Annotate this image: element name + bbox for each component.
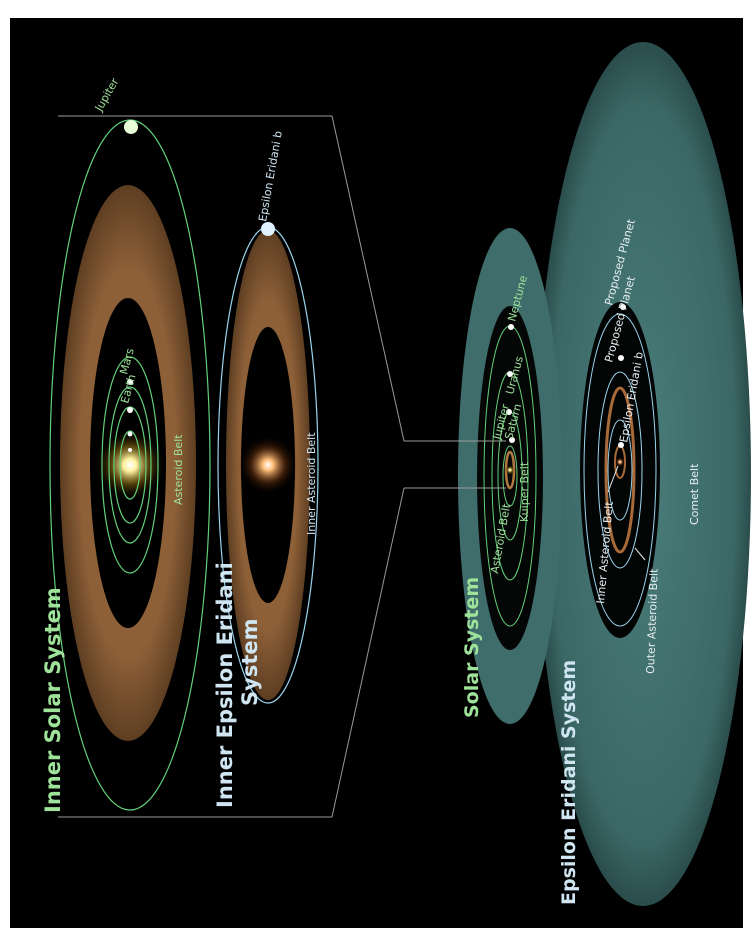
inner-asteroid-belt-label: Asteroid Belt bbox=[172, 434, 185, 505]
inner-solar-title: Inner Solar System bbox=[41, 587, 65, 813]
inner-venus-dot bbox=[127, 431, 133, 437]
inner-sun-glow bbox=[94, 429, 166, 501]
comet-belt-label: Comet Belt bbox=[688, 463, 701, 525]
inner-solar-orbits bbox=[49, 119, 211, 811]
proposed-planet-1-dot bbox=[618, 355, 624, 361]
outer-outer-asteroid-belt-label: Outer Asteroid Belt bbox=[644, 568, 661, 674]
outer-eridani-b-dot bbox=[618, 442, 624, 448]
inner-mars-dot bbox=[127, 379, 133, 385]
solar-kuiper-gap bbox=[477, 306, 543, 650]
inner-eridani-title-2: System bbox=[238, 619, 262, 706]
inner-eridani-title-1: Inner Epsilon Eridani bbox=[213, 562, 237, 808]
outer-jupiter-dot bbox=[509, 437, 515, 443]
eridani-outer-orbits bbox=[583, 313, 657, 627]
outer-eridani-title: Epsilon Eridani System bbox=[558, 660, 580, 905]
inner-eridani-b-dot bbox=[261, 222, 275, 236]
outer-neptune-dot bbox=[508, 324, 514, 330]
outer-saturn-dot bbox=[506, 409, 512, 415]
inner-eridani-star-glow bbox=[238, 435, 298, 495]
solar-outer-sun bbox=[505, 465, 515, 475]
inner-earth-dot bbox=[127, 407, 133, 413]
eridani-outer-belt-ring bbox=[604, 386, 636, 554]
belt-pointer-lines bbox=[607, 465, 646, 561]
eridani-outer-star bbox=[615, 457, 625, 467]
proposed-planet-2-dot bbox=[620, 304, 626, 310]
zoom-connector-lines bbox=[58, 115, 506, 818]
inner-eridani-belt-label: Inner Asteroid Belt bbox=[305, 432, 318, 535]
outer-solar-title: Solar System bbox=[461, 577, 483, 718]
inner-jupiter-dot bbox=[124, 120, 138, 134]
outer-kuiper-belt-label: Kuiper Belt bbox=[518, 461, 531, 522]
outer-uranus-dot bbox=[507, 371, 513, 377]
inner-mercury-dot bbox=[128, 448, 132, 452]
